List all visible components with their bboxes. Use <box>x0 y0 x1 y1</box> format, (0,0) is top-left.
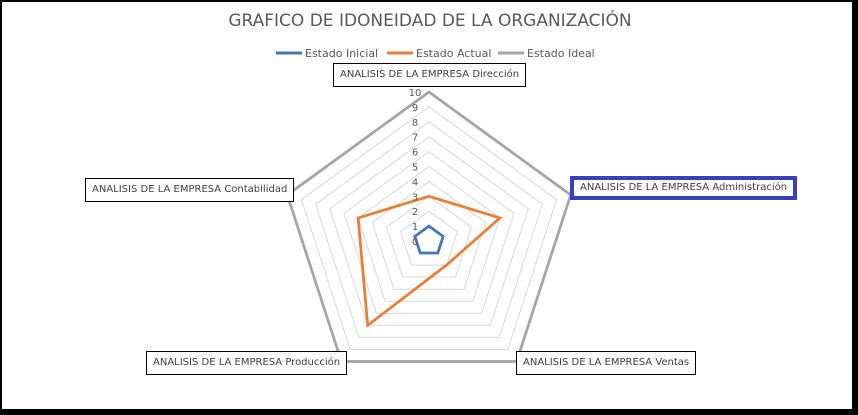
radar-series <box>285 90 573 363</box>
series-line-estado-ideal[interactable] <box>285 90 573 363</box>
grid-ring <box>357 165 501 302</box>
chart-title: GRAFICO DE IDONEIDAD DE LA ORGANIZACIÓN <box>228 9 631 31</box>
series-line-estado-actual[interactable] <box>356 194 503 328</box>
grid-ring <box>315 121 543 338</box>
tick-label: 0 <box>412 237 418 248</box>
category-label[interactable]: ANALISIS DE LA EMPRESA Dirección <box>333 63 527 87</box>
legend-label: Estado Actual <box>416 47 491 60</box>
category-label[interactable]: ANALISIS DE LA EMPRESA Administración <box>570 176 798 200</box>
legend-label: Estado Inicial <box>305 47 378 60</box>
radar-chart: GRAFICO DE IDONEIDAD DE LA ORGANIZACIÓN … <box>228 9 632 363</box>
grid-ring <box>343 150 515 314</box>
tick-label: 10 <box>409 88 422 99</box>
tick-label: 9 <box>412 103 418 114</box>
category-label[interactable]: ANALISIS DE LA EMPRESA Producción <box>146 351 348 375</box>
category-label[interactable]: ANALISIS DE LA EMPRESA Ventas <box>516 351 697 375</box>
tick-label: 5 <box>412 163 418 174</box>
tick-label: 4 <box>412 177 418 188</box>
grid-ring <box>300 106 558 350</box>
tick-label: 1 <box>412 222 418 233</box>
tick-label: 7 <box>412 133 418 144</box>
grid-ring <box>329 136 529 326</box>
tick-label: 3 <box>412 192 418 203</box>
radial-axis-ticks: 0 1 2 3 4 5 6 7 8 9 10 <box>409 88 422 248</box>
tick-label: 2 <box>412 207 418 218</box>
tick-label: 6 <box>412 148 418 159</box>
category-label[interactable]: ANALISIS DE LA EMPRESA Contabilidad <box>85 178 295 202</box>
radar-grid <box>286 91 572 363</box>
legend-label: Estado Ideal <box>527 47 595 60</box>
tick-label: 8 <box>412 118 418 129</box>
grid-ring <box>371 180 487 290</box>
grid-ring <box>400 210 458 266</box>
series-line-estado-inicial[interactable] <box>413 224 445 255</box>
chart-area: GRAFICO DE IDONEIDAD DE LA ORGANIZACIÓN … <box>2 2 852 409</box>
legend: Estado Inicial Estado Actual Estado Ideal <box>276 47 595 60</box>
